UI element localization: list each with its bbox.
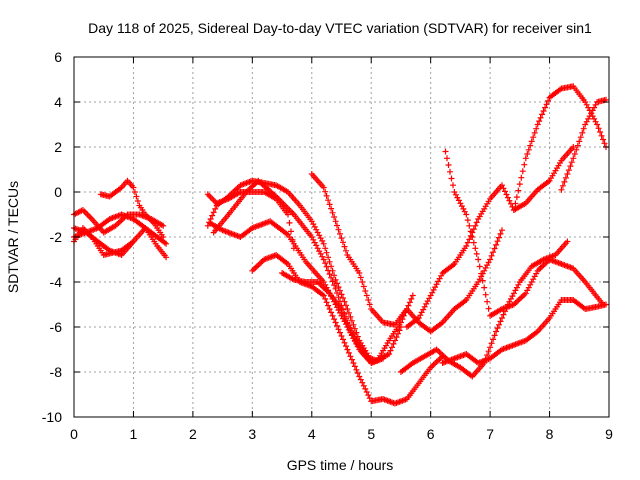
series-arc-14 — [403, 144, 577, 330]
y-tick-label: 0 — [54, 184, 62, 200]
x-axis-title: GPS time / hours — [287, 457, 394, 473]
series-arc-18 — [558, 96, 609, 193]
x-tick-label: 3 — [248, 426, 256, 442]
series-arc-13 — [442, 148, 607, 319]
x-tick-label: 6 — [427, 426, 435, 442]
y-tick-label: 2 — [54, 139, 62, 155]
data-point-markers — [207, 218, 404, 366]
x-tick-label: 7 — [486, 426, 494, 442]
y-tick-label: -6 — [50, 319, 63, 335]
y-tick-label: -2 — [50, 229, 63, 245]
chart-title: Day 118 of 2025, Sidereal Day-to-day VTE… — [88, 20, 592, 36]
series-arc-15 — [397, 238, 571, 380]
x-tick-label: 1 — [130, 426, 138, 442]
series-arc-12 — [279, 270, 416, 364]
data-point-markers — [558, 96, 609, 193]
data-point-markers — [442, 148, 607, 319]
data-point-markers — [204, 189, 297, 252]
data-point-markers — [439, 297, 609, 366]
series-arc-10 — [249, 252, 446, 407]
y-axis-title: SDTVAR / TECUs — [5, 181, 21, 293]
y-tick-label: -8 — [50, 364, 63, 380]
series-arc-9 — [204, 189, 297, 252]
data-point-markers — [397, 238, 571, 380]
series-arc-7 — [207, 218, 404, 366]
x-tick-label: 9 — [605, 426, 613, 442]
series-arc-16 — [439, 297, 609, 366]
axis-ticks — [73, 56, 610, 418]
x-tick-label: 8 — [546, 426, 554, 442]
y-tick-label: 4 — [54, 94, 62, 110]
data-point-markers — [249, 252, 446, 407]
series-group — [71, 83, 609, 407]
y-tick-labels: -10 -8 -6 -4 -2 0 2 4 6 — [42, 49, 62, 425]
data-point-markers — [279, 270, 416, 364]
data-point-markers — [510, 83, 609, 213]
x-tick-label: 0 — [70, 426, 78, 442]
y-tick-label: -10 — [42, 409, 62, 425]
series-arc-17 — [510, 83, 609, 213]
x-tick-label: 4 — [308, 426, 316, 442]
data-point-markers — [403, 144, 577, 330]
x-tick-label: 2 — [189, 426, 197, 442]
x-tick-labels: 0 1 2 3 4 5 6 7 8 9 — [70, 426, 613, 442]
y-tick-label: 6 — [54, 49, 62, 65]
data-point-markers — [97, 177, 167, 240]
x-tick-label: 5 — [367, 426, 375, 442]
y-tick-label: -4 — [50, 274, 63, 290]
series-arc-4 — [97, 177, 167, 240]
